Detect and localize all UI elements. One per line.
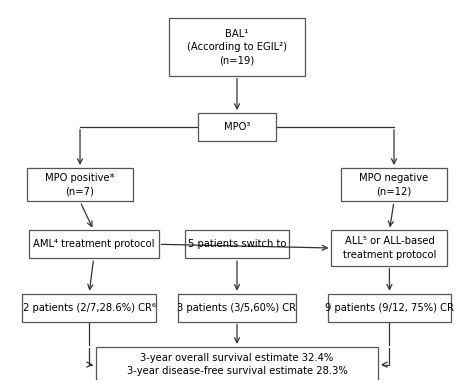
FancyBboxPatch shape — [328, 294, 451, 322]
FancyBboxPatch shape — [178, 294, 296, 322]
FancyBboxPatch shape — [331, 230, 447, 266]
Text: 5 patients switch to: 5 patients switch to — [188, 239, 286, 249]
FancyBboxPatch shape — [185, 230, 289, 258]
Text: ALL⁵ or ALL-based
treatment protocol: ALL⁵ or ALL-based treatment protocol — [343, 236, 436, 260]
FancyBboxPatch shape — [96, 347, 378, 382]
FancyBboxPatch shape — [169, 18, 305, 76]
FancyBboxPatch shape — [22, 294, 156, 322]
Text: MPO positive*
(n=7): MPO positive* (n=7) — [45, 173, 115, 196]
FancyBboxPatch shape — [29, 230, 158, 258]
Text: BAL¹
(According to EGIL²)
(n=19): BAL¹ (According to EGIL²) (n=19) — [187, 29, 287, 65]
Text: 9 patients (9/12, 75%) CR: 9 patients (9/12, 75%) CR — [325, 303, 454, 313]
Text: 3-year overall survival estimate 32.4%
3-year disease-free survival estimate 28.: 3-year overall survival estimate 32.4% 3… — [127, 353, 347, 376]
Text: 3 patients (3/5,60%) CR: 3 patients (3/5,60%) CR — [177, 303, 297, 313]
FancyBboxPatch shape — [198, 113, 276, 141]
Text: MPO negative
(n=12): MPO negative (n=12) — [359, 173, 428, 196]
Text: AML⁴ treatment protocol: AML⁴ treatment protocol — [33, 239, 155, 249]
Text: 2 patients (2/7,28.6%) CR⁶: 2 patients (2/7,28.6%) CR⁶ — [23, 303, 155, 313]
FancyBboxPatch shape — [27, 168, 134, 201]
Text: MPO³: MPO³ — [224, 122, 250, 132]
FancyBboxPatch shape — [340, 168, 447, 201]
